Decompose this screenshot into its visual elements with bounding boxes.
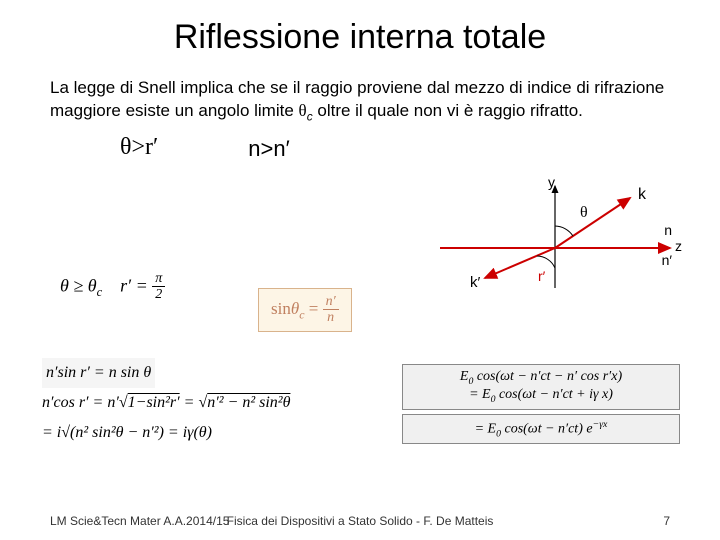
nprime-num: n′ — [323, 295, 339, 310]
critical-angle-formulas: θ ≥ θc r′ = π2 — [60, 272, 165, 302]
footer-center: Fisica dei Dispositivi a Stato Solido - … — [227, 514, 494, 528]
footer-page-number: 7 — [663, 514, 670, 528]
pi-num: π — [152, 272, 165, 287]
sin-thetac-formula: sinθc = n′n — [258, 288, 352, 332]
rb2-exp: −γx — [593, 419, 608, 430]
n-gt-nprime: n>n′ — [248, 136, 289, 162]
body-text-post: oltre il quale non vi è raggio rifratto. — [313, 101, 583, 120]
inequality-row: θ>r′ n>n′ — [50, 134, 670, 162]
slide-container: Riflessione interna totale La legge di S… — [0, 0, 720, 540]
z-axis-label: z — [675, 238, 682, 254]
rb1-cos2: cos(ωt − n′ct + iγ x) — [495, 387, 612, 402]
snell-equation: n′sin r′ = n sin θ — [42, 358, 155, 388]
rb1-cos1: cos(ωt − n′ct − n′ cos r′x) — [473, 369, 622, 384]
e-field-box-1: E0 cos(ωt − n′ct − n′ cos r′x) = E0 cos(… — [402, 364, 680, 410]
thetac-sub: c — [97, 285, 103, 299]
pi-over-2: π2 — [152, 272, 165, 302]
nprime-over-n: n′n — [323, 295, 339, 325]
theta-ge-thetac: θ ≥ θc r′ = π2 — [60, 272, 165, 302]
theta-label: θ — [580, 204, 588, 222]
theta-gt-rprime: θ>r′ — [120, 134, 158, 161]
gamma-equation: = i√(n² sin²θ − n′²) = iγ(θ) — [42, 420, 212, 446]
kprime-label: k′ — [470, 274, 480, 291]
e-field-box-2: = E0 cos(ωt − n′ct) e−γx — [402, 414, 680, 444]
n-den: n — [323, 310, 339, 325]
eq2-d: n′² − n² sin²θ — [207, 394, 290, 411]
k-label: k — [638, 186, 646, 204]
theta-symbol: θ — [299, 101, 307, 120]
two-den: 2 — [152, 287, 165, 302]
eq2-c: = √ — [180, 394, 208, 411]
slide-title: Riflessione interna totale — [50, 18, 670, 57]
sin-text: sin — [271, 299, 291, 318]
refraction-diagram: y z θ k n n′ k′ r′ — [430, 178, 680, 308]
footer-left: LM Scie&Tecn Mater A.A.2014/15 — [50, 514, 229, 528]
sin-eq: = — [304, 299, 322, 318]
sin-theta: θ — [291, 299, 299, 318]
rprime-label: r′ — [538, 268, 545, 284]
cos-rprime-equation: n′cos r′ = n′√1−sin²r′ = √n′² − n² sin²θ — [42, 390, 290, 416]
y-axis-label: y — [548, 174, 555, 190]
eq2-b: 1−sin²r′ — [128, 394, 180, 411]
rb2-cos: cos(ωt − n′ct) e — [501, 422, 593, 437]
rb1-eqE: = E — [469, 387, 491, 402]
rb2-eqE: = E — [475, 422, 497, 437]
slide-footer: LM Scie&Tecn Mater A.A.2014/15 Fisica de… — [0, 514, 720, 528]
rprime-eq: r′ = — [120, 275, 152, 295]
nprime-label: n′ — [662, 252, 672, 268]
body-paragraph: La legge di Snell implica che se il ragg… — [50, 77, 670, 124]
n-label: n — [664, 222, 672, 238]
theta-ge-text: θ ≥ θ — [60, 275, 97, 295]
eq2-a: n′cos r′ = n′√ — [42, 394, 128, 411]
